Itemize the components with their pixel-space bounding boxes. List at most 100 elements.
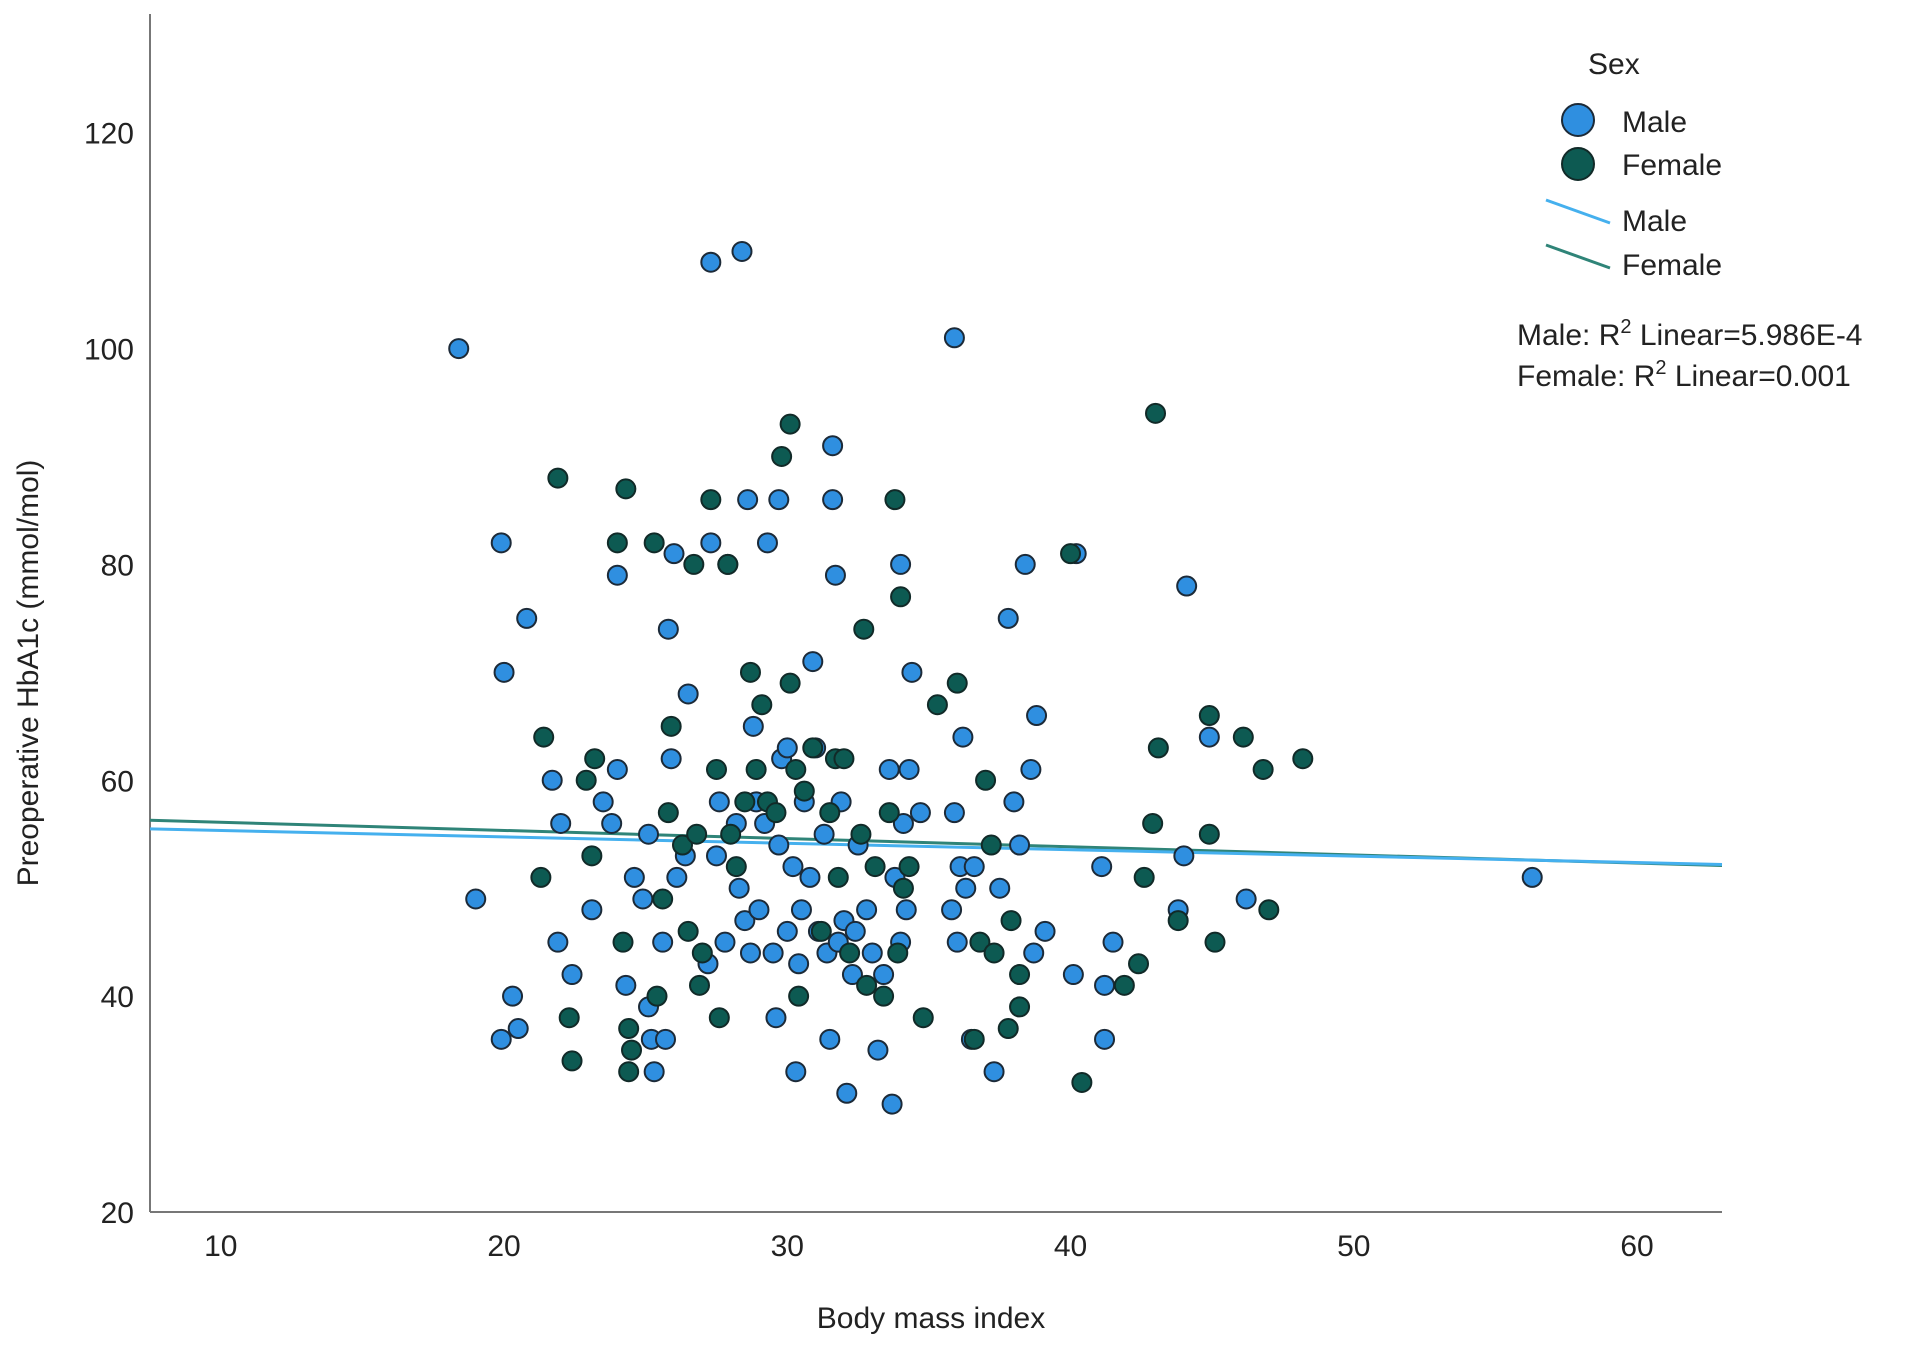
point-female (884, 489, 906, 511)
y-tick-labels: 20 40 60 80 100 120 (84, 118, 134, 1230)
point-male (643, 1061, 665, 1083)
point-female (530, 866, 552, 888)
y-axis-title: Preoperative HbA1c (mmol/mol) (12, 460, 45, 887)
point-female (615, 478, 637, 500)
legend-label-female-marker: Female (1622, 149, 1722, 182)
point-male (1521, 866, 1543, 888)
point-male (943, 802, 965, 824)
legend-marker-male (1561, 103, 1595, 137)
point-female (734, 791, 756, 813)
point-male (836, 1082, 858, 1104)
point-female (1198, 705, 1220, 727)
point-male (1091, 856, 1113, 878)
point-female (1232, 726, 1254, 748)
point-female (677, 920, 699, 942)
point-male (714, 931, 736, 953)
legend-label-male-line: Male (1622, 205, 1687, 238)
point-female (558, 1007, 580, 1029)
point-female (618, 1061, 640, 1083)
point-male (856, 899, 878, 921)
point-female (765, 802, 787, 824)
point-male (615, 974, 637, 996)
point-female (785, 758, 807, 780)
point-female (771, 446, 793, 468)
point-female (1009, 996, 1031, 1018)
point-male (490, 532, 512, 554)
point-female (856, 974, 878, 996)
point-male (943, 327, 965, 349)
point-female (1133, 866, 1155, 888)
y-tick-label: 100 (84, 334, 134, 367)
point-female (683, 553, 705, 575)
point-female (745, 758, 767, 780)
point-male (1009, 834, 1031, 856)
point-female (700, 489, 722, 511)
r-squared-annotations: Male: R2 Linear=5.986E-4 Female: R2 Line… (1517, 316, 1863, 393)
point-female (1142, 812, 1164, 834)
point-female (898, 856, 920, 878)
fit-line-male (149, 827, 1723, 866)
point-female (864, 856, 886, 878)
point-female (720, 823, 742, 845)
point-male (606, 758, 628, 780)
point-male (734, 910, 756, 932)
point-female (660, 715, 682, 737)
legend-label-male-marker: Male (1622, 106, 1687, 139)
point-male (776, 737, 798, 759)
point-male (802, 651, 824, 673)
point-female (802, 737, 824, 759)
female-r2-annotation: Female: R2 Linear=0.001 (1517, 357, 1851, 393)
y-tick-label: 80 (101, 549, 134, 582)
point-male (867, 1039, 889, 1061)
point-female (561, 1050, 583, 1072)
x-tick-label: 60 (1620, 1230, 1653, 1263)
point-male (550, 812, 572, 834)
point-male (541, 769, 563, 791)
point-female (1167, 910, 1189, 932)
point-male (652, 931, 674, 953)
x-tick-label: 50 (1337, 1230, 1370, 1263)
point-female (926, 694, 948, 716)
y-tick-label: 20 (101, 1197, 134, 1230)
point-male (873, 964, 895, 986)
point-male (909, 802, 931, 824)
point-female (581, 845, 603, 867)
point-female (1071, 1071, 1093, 1093)
legend-marker-female (1561, 147, 1595, 181)
point-male (748, 899, 770, 921)
point-female (1113, 974, 1135, 996)
point-male (623, 866, 645, 888)
point-male (890, 553, 912, 575)
axes (149, 14, 1722, 1213)
point-male (762, 942, 784, 964)
point-female (739, 661, 761, 683)
point-male (1062, 964, 1084, 986)
point-male (898, 758, 920, 780)
point-male (742, 715, 764, 737)
point-male (813, 823, 835, 845)
point-female (671, 834, 693, 856)
point-male (708, 791, 730, 813)
point-female (946, 672, 968, 694)
point-female (686, 823, 708, 845)
point-female (657, 802, 679, 824)
point-male (824, 564, 846, 586)
point-male (785, 1061, 807, 1083)
point-female (1147, 737, 1169, 759)
point-female (751, 694, 773, 716)
point-female (705, 758, 727, 780)
point-male (946, 931, 968, 953)
point-male (638, 823, 660, 845)
point-female (612, 931, 634, 953)
point-female (1258, 899, 1280, 921)
point-male (776, 920, 798, 942)
point-male (895, 899, 917, 921)
point-male (632, 888, 654, 910)
point-male (1094, 974, 1116, 996)
point-male (1198, 726, 1220, 748)
point-male (606, 564, 628, 586)
point-male (581, 899, 603, 921)
point-female (890, 586, 912, 608)
x-tick-label: 40 (1054, 1230, 1087, 1263)
point-male (731, 240, 753, 262)
